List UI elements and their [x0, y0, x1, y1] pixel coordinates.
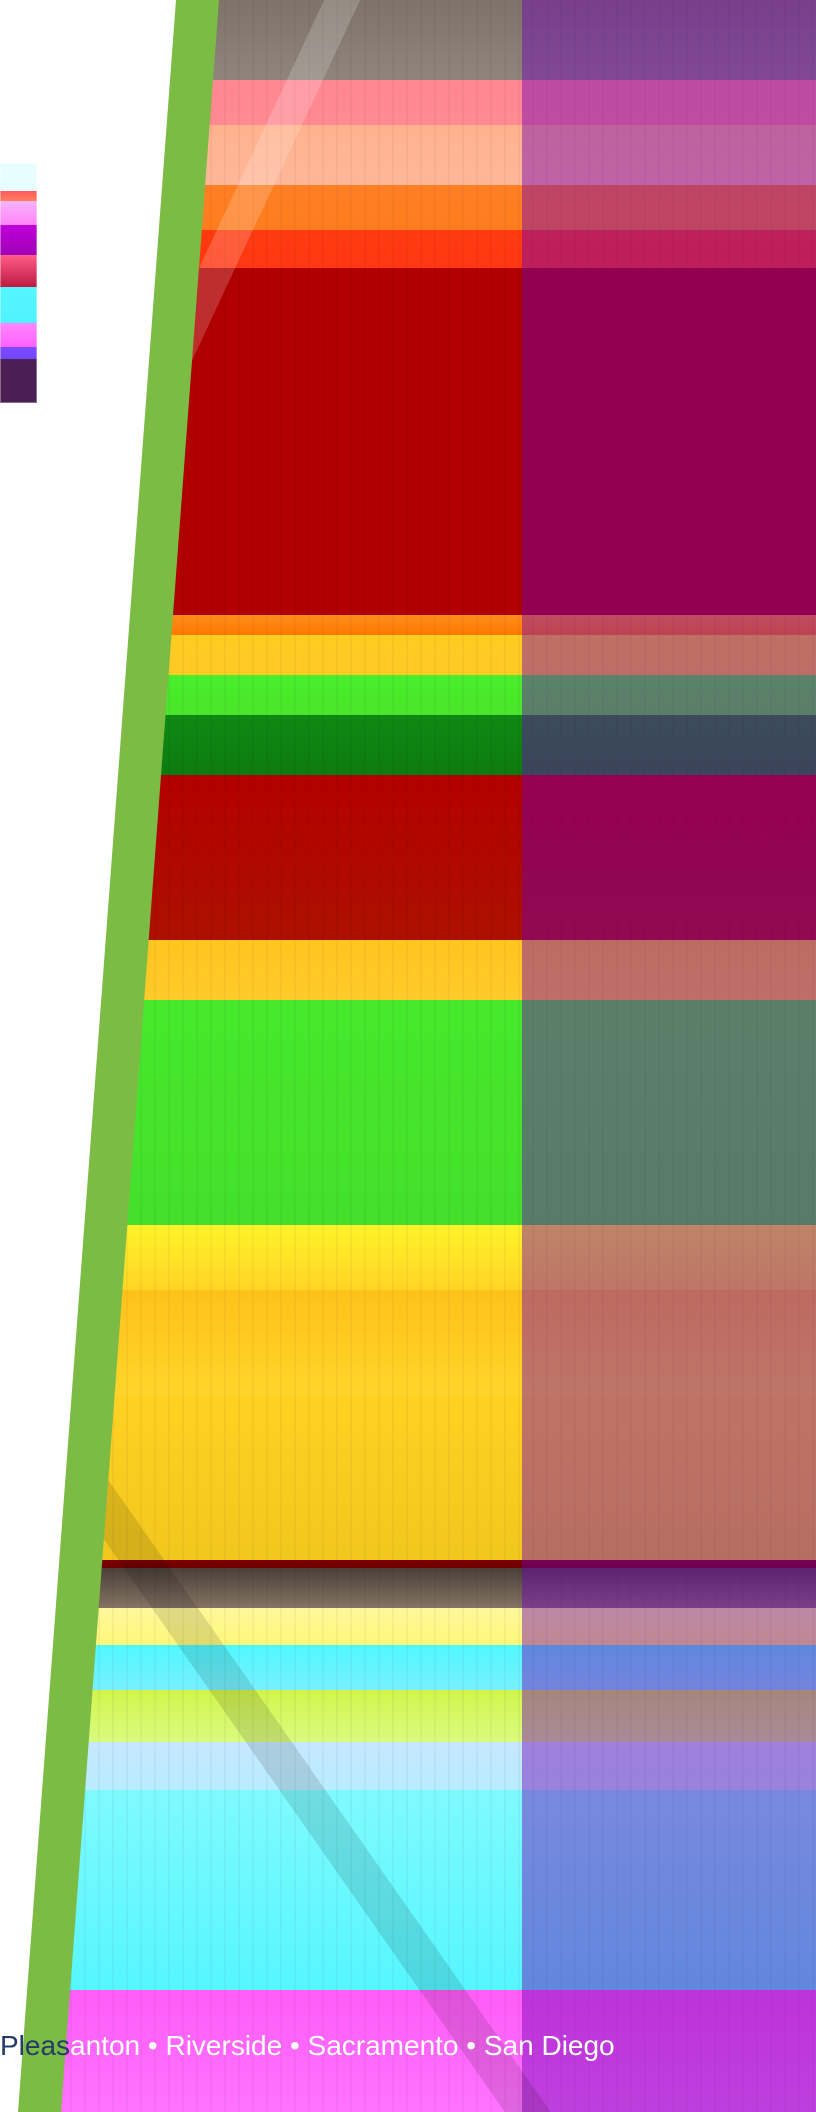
location-text-start: Pleas: [0, 2030, 71, 2061]
location-text-rest: anton • Riverside • Sacramento • San Die…: [70, 2030, 615, 2061]
glitch-thumbnail: [0, 163, 37, 403]
office-locations: Pleasanton • Riverside • Sacramento • Sa…: [0, 2029, 700, 2063]
